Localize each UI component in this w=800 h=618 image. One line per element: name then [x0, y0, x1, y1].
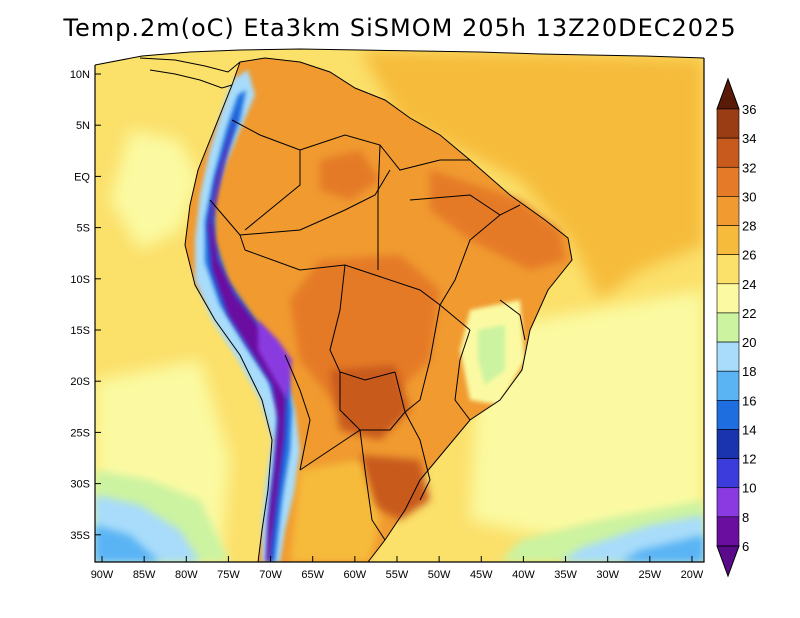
lat-tick-label: 20S — [70, 376, 90, 388]
colorbar-segment — [716, 487, 740, 518]
colorbar-segment — [716, 196, 740, 226]
colorbar-label: 20 — [742, 335, 756, 350]
colorbar-segment — [716, 225, 740, 255]
lat-tick-label: 15S — [70, 325, 90, 337]
lat-tick-label: 35S — [70, 530, 90, 542]
lat-tick-label: 5S — [77, 223, 90, 235]
lon-tick-label: 20W — [681, 569, 704, 581]
colorbar-label: 34 — [742, 131, 756, 146]
lon-tick-label: 65W — [301, 569, 324, 581]
colorbar-segment — [716, 137, 740, 168]
lon-tick-label: 45W — [470, 569, 493, 581]
longitude-axis: 90W 85W 80W 75W 70W 65W 60W 55W 50W 45W 40W 35W 30W 2… — [91, 556, 704, 581]
colorbar-segment — [716, 283, 740, 314]
colorbar-label: 24 — [742, 277, 756, 292]
colorbar-label: 18 — [742, 364, 756, 379]
colorbar-segment — [716, 312, 740, 343]
colorbar-label: 32 — [742, 160, 756, 175]
colorbar-under-triangle — [716, 545, 740, 578]
colorbar-label: 30 — [742, 189, 756, 204]
lat-tick-label: 10N — [70, 69, 90, 81]
map-title: Temp.2m(oC) Eta3km SiSMOM 205h 13Z20DEC2… — [63, 14, 737, 42]
map-frame — [94, 48, 705, 563]
colorbar-over-triangle — [716, 77, 740, 110]
lon-tick-label: 90W — [91, 569, 114, 581]
colorbar-label: 16 — [742, 393, 756, 408]
country-borders — [139, 57, 573, 563]
lon-tick-label: 60W — [344, 569, 367, 581]
colorbar-segment — [716, 458, 740, 489]
colorbar-label: 14 — [742, 422, 756, 437]
colorbar-segment — [716, 516, 740, 547]
colorbar-label: 6 — [742, 539, 749, 554]
colorbar-segment — [716, 370, 740, 401]
colorbar-segment — [716, 400, 740, 430]
temperature-field — [95, 49, 704, 562]
lon-tick-label: 30W — [596, 569, 619, 581]
lon-tick-label: 75W — [217, 569, 240, 581]
lon-tick-label: 25W — [639, 569, 662, 581]
lat-tick-label: 10S — [70, 274, 90, 286]
colorbar-label: 10 — [742, 481, 756, 496]
colorbar-label: 22 — [742, 306, 756, 321]
lat-tick-label: 30S — [70, 479, 90, 491]
colorbar-segment — [716, 254, 740, 285]
colorbar-label: 36 — [742, 102, 756, 117]
colorbar-label: 12 — [742, 452, 756, 467]
lon-tick-label: 35W — [554, 569, 577, 581]
colorbar-segment — [716, 341, 740, 372]
latitude-axis: 10N 5N EQ 5S 10S 15S 20S 25S 30S 35S — [70, 69, 101, 542]
colorbar-segment — [716, 108, 740, 139]
lon-tick-label: 50W — [428, 569, 451, 581]
colorbar-segment — [716, 429, 740, 459]
colorbar: 36 34 32 30 28 26 24 22 20 18 16 14 12 10 8 6 — [716, 77, 756, 578]
colorbar-segment — [716, 166, 740, 197]
lon-tick-label: 85W — [133, 569, 156, 581]
lon-tick-label: 40W — [512, 569, 535, 581]
colorbar-label: 8 — [742, 510, 749, 525]
lat-tick-label: EQ — [74, 171, 90, 183]
colorbar-label: 28 — [742, 219, 756, 234]
lat-tick-label: 5N — [76, 120, 90, 132]
lat-tick-label: 25S — [70, 427, 90, 439]
lon-tick-label: 80W — [175, 569, 198, 581]
colorbar-label: 26 — [742, 248, 756, 263]
land-temperature — [140, 58, 572, 562]
lon-tick-label: 70W — [259, 569, 282, 581]
lon-tick-label: 55W — [386, 569, 409, 581]
